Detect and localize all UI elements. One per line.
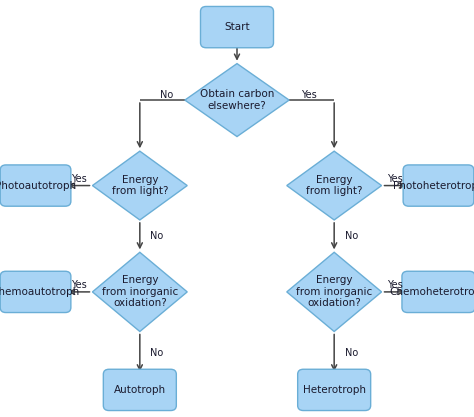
Text: Start: Start bbox=[224, 22, 250, 32]
FancyBboxPatch shape bbox=[403, 165, 474, 206]
Text: No: No bbox=[345, 231, 358, 241]
Text: Energy
from light?: Energy from light? bbox=[111, 175, 168, 196]
Text: Yes: Yes bbox=[387, 174, 403, 184]
Text: Chemoautotroph: Chemoautotroph bbox=[0, 287, 80, 297]
Text: No: No bbox=[150, 231, 164, 241]
Text: Chemoheterotroph: Chemoheterotroph bbox=[389, 287, 474, 297]
Text: Heterotroph: Heterotroph bbox=[303, 385, 365, 395]
Text: No: No bbox=[150, 348, 164, 358]
Text: No: No bbox=[345, 348, 358, 358]
FancyBboxPatch shape bbox=[0, 271, 71, 313]
Text: Yes: Yes bbox=[301, 90, 317, 100]
Polygon shape bbox=[287, 151, 382, 220]
Text: No: No bbox=[160, 90, 173, 100]
Polygon shape bbox=[92, 252, 187, 332]
FancyBboxPatch shape bbox=[201, 7, 273, 48]
Text: Energy
from inorganic
oxidation?: Energy from inorganic oxidation? bbox=[102, 275, 178, 309]
Text: Energy
from inorganic
oxidation?: Energy from inorganic oxidation? bbox=[296, 275, 372, 309]
Text: Energy
from light?: Energy from light? bbox=[306, 175, 363, 196]
Text: Yes: Yes bbox=[71, 280, 87, 290]
Polygon shape bbox=[185, 63, 289, 137]
Text: Obtain carbon
elsewhere?: Obtain carbon elsewhere? bbox=[200, 89, 274, 111]
Text: Autotroph: Autotroph bbox=[114, 385, 166, 395]
Text: Photoautotroph: Photoautotroph bbox=[0, 181, 76, 191]
Text: Yes: Yes bbox=[71, 174, 87, 184]
Polygon shape bbox=[92, 151, 187, 220]
FancyBboxPatch shape bbox=[402, 271, 474, 313]
Text: Yes: Yes bbox=[387, 280, 402, 290]
FancyBboxPatch shape bbox=[298, 369, 371, 410]
FancyBboxPatch shape bbox=[0, 165, 71, 206]
Polygon shape bbox=[287, 252, 382, 332]
Text: Photoheterotroph: Photoheterotroph bbox=[392, 181, 474, 191]
FancyBboxPatch shape bbox=[103, 369, 176, 410]
